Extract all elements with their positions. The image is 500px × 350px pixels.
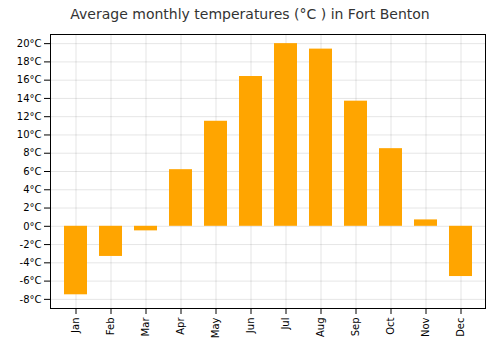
svg-text:-8°C: -8°C	[20, 294, 42, 305]
svg-text:14°C: 14°C	[17, 93, 42, 104]
svg-text:18°C: 18°C	[17, 56, 42, 67]
svg-text:-2°C: -2°C	[20, 239, 42, 250]
svg-text:Jun: Jun	[245, 318, 256, 335]
svg-text:8°C: 8°C	[23, 147, 41, 158]
svg-text:Mar: Mar	[140, 317, 151, 337]
svg-text:0°C: 0°C	[23, 221, 41, 232]
svg-text:6°C: 6°C	[23, 166, 41, 177]
svg-text:2°C: 2°C	[23, 202, 41, 213]
html-text:Average monthly temperatures (: Average monthly temperatures (°C ) in Fo…	[70, 6, 430, 22]
svg-text:12°C: 12°C	[17, 111, 42, 122]
svg-text:16°C: 16°C	[17, 74, 42, 85]
svg-text:Nov: Nov	[420, 317, 431, 337]
svg-text:May: May	[210, 317, 221, 338]
svg-text:Jul: Jul	[280, 318, 291, 331]
svg-text:-6°C: -6°C	[20, 275, 42, 286]
svg-text:10°C: 10°C	[17, 129, 42, 140]
svg-text:20°C: 20°C	[17, 38, 42, 49]
svg-text:Dec: Dec	[455, 318, 466, 337]
svg-text:Aug: Aug	[315, 318, 326, 338]
svg-text:Apr: Apr	[175, 317, 186, 335]
svg-text:4°C: 4°C	[23, 184, 41, 195]
svg-text:Feb: Feb	[105, 318, 116, 336]
svg-text:Sep: Sep	[350, 318, 361, 337]
svg-text:-4°C: -4°C	[20, 257, 42, 268]
svg-text:Oct: Oct	[385, 317, 396, 334]
svg-text:Jan: Jan	[70, 318, 81, 334]
